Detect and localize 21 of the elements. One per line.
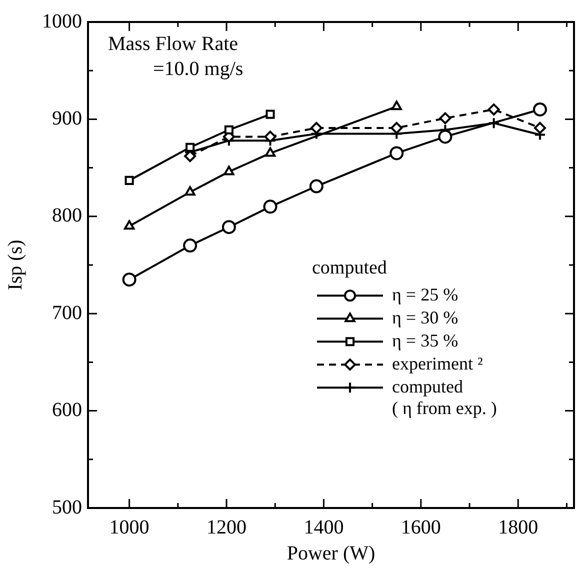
annotation: =10.0 mg/s — [152, 57, 244, 82]
y-tick-label: 1000 — [42, 10, 82, 32]
x-tick-label: 1400 — [304, 516, 344, 538]
y-tick-label: 900 — [52, 107, 82, 130]
annotation: Mass Flow Rate — [108, 32, 239, 57]
x-tick-label: 1000 — [109, 516, 150, 538]
legend-label: η = 35 % — [392, 330, 458, 350]
x-tick-label: 1800 — [498, 516, 538, 538]
y-tick-label: 500 — [52, 496, 82, 518]
x-tick-label: 1200 — [206, 516, 247, 538]
legend-title: computed — [312, 257, 388, 278]
legend-label: η = 25 % — [392, 284, 458, 304]
legend-label: η = 30 % — [392, 307, 458, 328]
y-tick-label: 700 — [52, 302, 82, 324]
legend-label: computed ( η from exp. ) — [392, 376, 497, 418]
legend-label: experiment ² — [392, 353, 483, 374]
x-tick-label: 1600 — [400, 516, 441, 538]
x-axis-title: Power (W) — [286, 542, 376, 564]
y-axis-title: Isp (s) — [4, 240, 26, 290]
y-tick-label: 800 — [52, 204, 82, 227]
y-tick-label: 600 — [52, 399, 82, 422]
